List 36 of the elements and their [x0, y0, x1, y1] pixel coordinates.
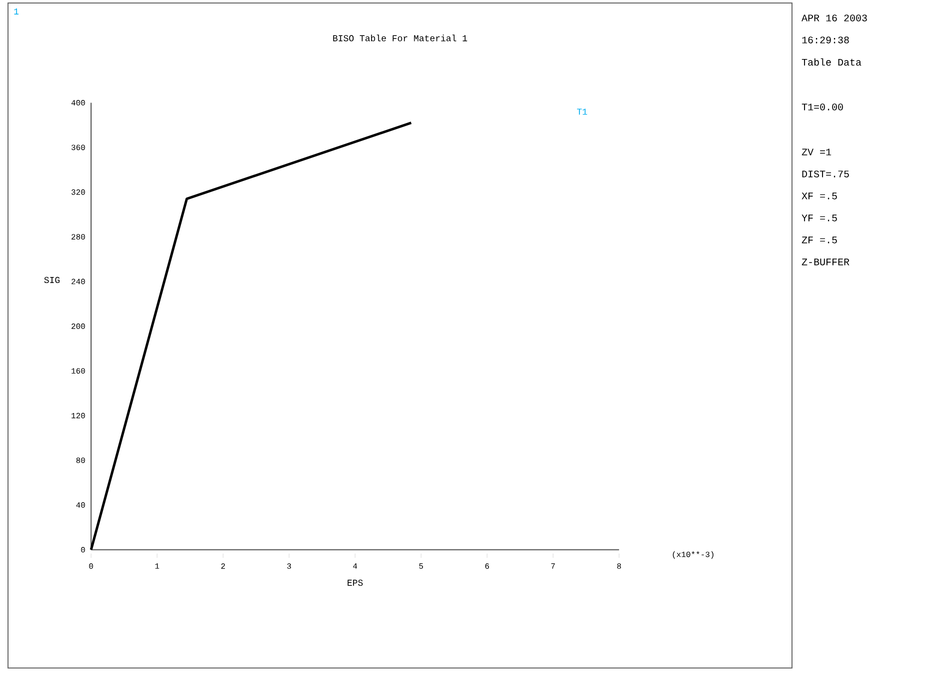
y-tick-label: 360 [72, 144, 85, 150]
x-tick-label: 8 [617, 563, 621, 569]
text: (x10**-3) [672, 551, 714, 559]
text: DIST=.75 [802, 170, 849, 178]
text: T1 [577, 108, 588, 115]
x-tick-label: 0 [89, 563, 93, 569]
x-tick-label: 1 [155, 563, 160, 569]
text: ZF =.5 [802, 236, 837, 244]
text: YF =.5 [802, 214, 837, 222]
text: 16:29:38 [802, 36, 849, 44]
y-tick-label: 80 [76, 458, 85, 464]
x-tick-label: 5 [419, 563, 423, 569]
text: ZV =1 [802, 148, 832, 156]
x-tick-label: 2 [221, 563, 225, 569]
y-tick-label: 320 [72, 189, 85, 195]
x-tick-label: 6 [485, 563, 489, 569]
x-axis-title: EPS [348, 580, 363, 586]
y-tick-label: 280 [72, 234, 85, 240]
text: T1=0.00 [802, 104, 843, 110]
x-tick-label: 3 [287, 563, 291, 569]
y-tick-label: 40 [76, 502, 85, 508]
x-tick-label: 7 [551, 563, 555, 569]
text: Table Data [802, 58, 862, 66]
y-tick-label: 240 [72, 278, 85, 284]
y-tick-label: 0 [81, 547, 85, 552]
text: APR 16 2003 [802, 14, 867, 22]
text: Z-BUFFER [802, 258, 850, 266]
chart-title: BISO Table For Material 1 [333, 34, 468, 42]
y-tick-label: 400 [71, 100, 85, 106]
text: 1 [14, 8, 19, 14]
y-axis-title: SIG [44, 276, 60, 284]
y-tick-label: 120 [72, 412, 85, 418]
text: XF =.5 [802, 192, 837, 200]
y-tick-label: 200 [72, 324, 85, 329]
x-tick-label: 4 [353, 563, 358, 569]
y-tick-label: 160 [72, 368, 85, 374]
